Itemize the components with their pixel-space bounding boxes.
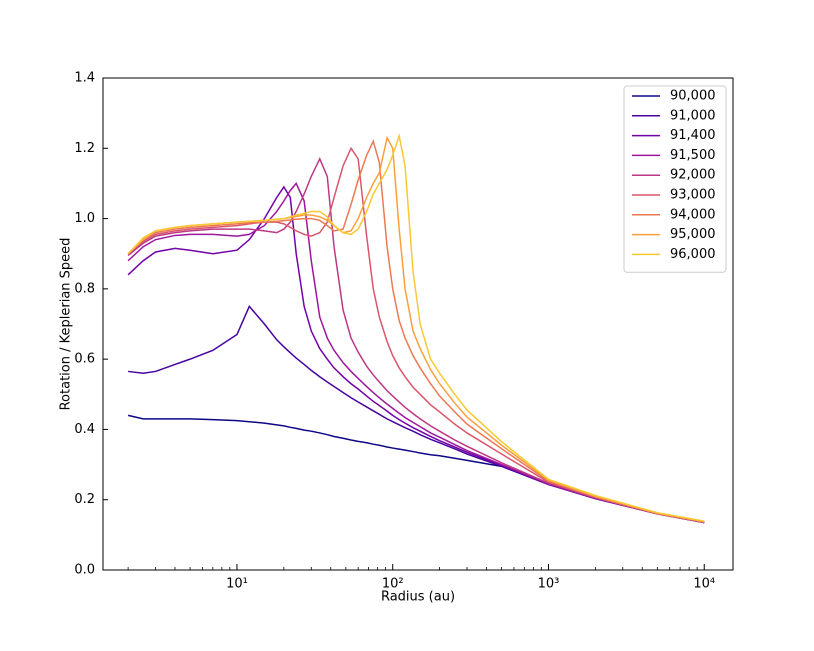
series-line — [127, 135, 705, 523]
series-line — [127, 157, 705, 524]
legend-label: 94,000 — [670, 207, 716, 222]
legend-label: 92,000 — [670, 168, 716, 183]
legend-label: 93,000 — [670, 188, 716, 203]
series-line — [127, 182, 705, 524]
y-axis-label: Rotation / Keplerian Speed — [59, 238, 74, 411]
legend-label: 91,500 — [670, 148, 716, 163]
y-tick-label: 0.6 — [74, 352, 95, 367]
legend-label: 91,000 — [670, 108, 716, 123]
y-tick-label: 1.4 — [74, 71, 95, 86]
x-axis-label: Radius (au) — [381, 590, 455, 605]
y-tick-label: 1.0 — [74, 211, 95, 226]
legend-label: 96,000 — [670, 247, 716, 262]
plot-frame — [102, 77, 734, 571]
legend-label: 95,000 — [670, 227, 716, 242]
series-line — [127, 146, 705, 523]
y-tick-label: 0.4 — [74, 422, 95, 437]
y-tick-label: 0.0 — [74, 563, 95, 578]
y-tick-label: 0.2 — [74, 492, 95, 507]
x-tick-label: 10⁴ — [693, 577, 715, 592]
x-tick-label: 10³ — [538, 577, 560, 592]
legend-box — [623, 85, 727, 273]
y-tick-label: 1.2 — [74, 141, 95, 156]
x-tick-label: 10² — [382, 577, 404, 592]
series-line — [127, 139, 705, 523]
y-tick-label: 0.8 — [74, 281, 95, 296]
legend-label: 90,000 — [670, 89, 716, 104]
series-line — [127, 133, 705, 522]
series-line — [127, 185, 705, 524]
legend-label: 91,400 — [670, 128, 716, 143]
x-tick-label: 10¹ — [226, 577, 248, 592]
series-line — [127, 414, 705, 524]
series-line — [128, 305, 705, 524]
